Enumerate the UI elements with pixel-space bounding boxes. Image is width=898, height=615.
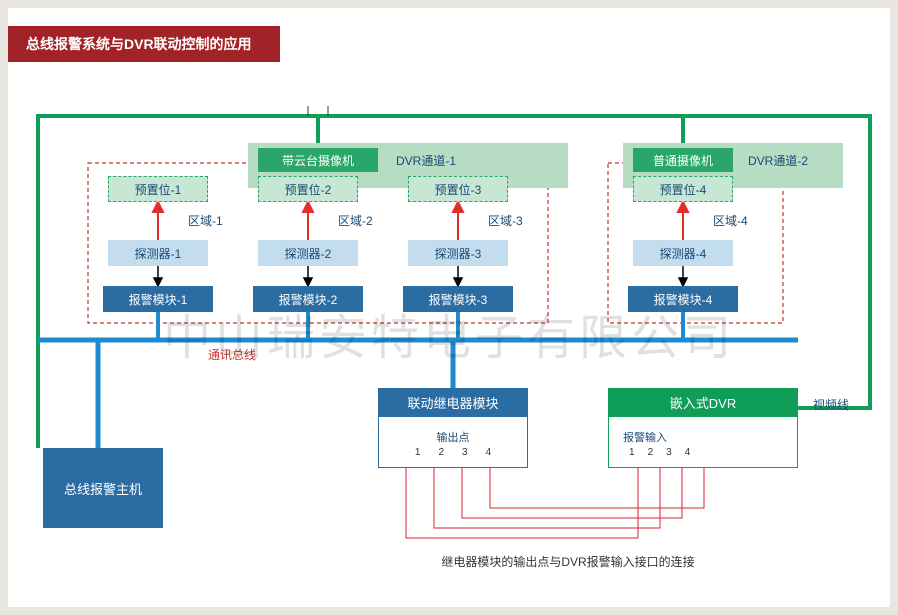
page: 总线报警系统与DVR联动控制的应用 bbox=[8, 8, 890, 607]
preset-2: 预置位-2 bbox=[258, 176, 358, 202]
relay-port-4: 4 bbox=[486, 447, 492, 458]
camera2-channel: DVR通道-2 bbox=[748, 152, 808, 169]
bottom-caption: 继电器模块的输出点与DVR报警输入接口的连接 bbox=[378, 553, 758, 570]
dvr-port-3: 3 bbox=[666, 447, 672, 458]
zone-1-label: 区域-1 bbox=[188, 212, 223, 229]
relay-port-3: 3 bbox=[462, 447, 468, 458]
relay-body: 输出点 1 2 3 4 bbox=[378, 416, 528, 468]
relay-port-1: 1 bbox=[415, 447, 421, 458]
title-text: 总线报警系统与DVR联动控制的应用 bbox=[26, 34, 252, 54]
preset-1: 预置位-1 bbox=[108, 176, 208, 202]
zone-3-label: 区域-3 bbox=[488, 212, 523, 229]
alarm-4: 报警模块-4 bbox=[628, 286, 738, 312]
detector-2: 探测器-2 bbox=[258, 240, 358, 266]
detector-3: 探测器-3 bbox=[408, 240, 508, 266]
alarm-3: 报警模块-3 bbox=[403, 286, 513, 312]
alarm-host: 总线报警主机 bbox=[43, 448, 163, 528]
dvr-port-4: 4 bbox=[685, 447, 691, 458]
preset-4: 预置位-4 bbox=[633, 176, 733, 202]
relay-title: 联动继电器模块 bbox=[378, 388, 528, 416]
dvr-port-1: 1 bbox=[629, 447, 635, 458]
video-line-label: 视频线 bbox=[813, 396, 849, 413]
camera1-channel: DVR通道-1 bbox=[396, 152, 456, 169]
dvr-body: 报警输入 1 2 3 4 bbox=[608, 416, 798, 468]
camera2-label: 普通摄像机 bbox=[633, 148, 733, 172]
title-bar: 总线报警系统与DVR联动控制的应用 bbox=[8, 26, 280, 62]
dvr-port-2: 2 bbox=[648, 447, 654, 458]
alarm-2: 报警模块-2 bbox=[253, 286, 363, 312]
detector-4: 探测器-4 bbox=[633, 240, 733, 266]
relay-out-label: 输出点 bbox=[437, 429, 470, 445]
alarm-1: 报警模块-1 bbox=[103, 286, 213, 312]
preset-3: 预置位-3 bbox=[408, 176, 508, 202]
dvr-title: 嵌入式DVR bbox=[608, 388, 798, 416]
detector-1: 探测器-1 bbox=[108, 240, 208, 266]
zone-4-label: 区域-4 bbox=[713, 212, 748, 229]
zone-2-label: 区域-2 bbox=[338, 212, 373, 229]
dvr-in-label: 报警输入 bbox=[623, 429, 667, 445]
bus-label: 通讯总线 bbox=[208, 346, 256, 363]
relay-port-2: 2 bbox=[438, 447, 444, 458]
camera1-label: 带云台摄像机 bbox=[258, 148, 378, 172]
